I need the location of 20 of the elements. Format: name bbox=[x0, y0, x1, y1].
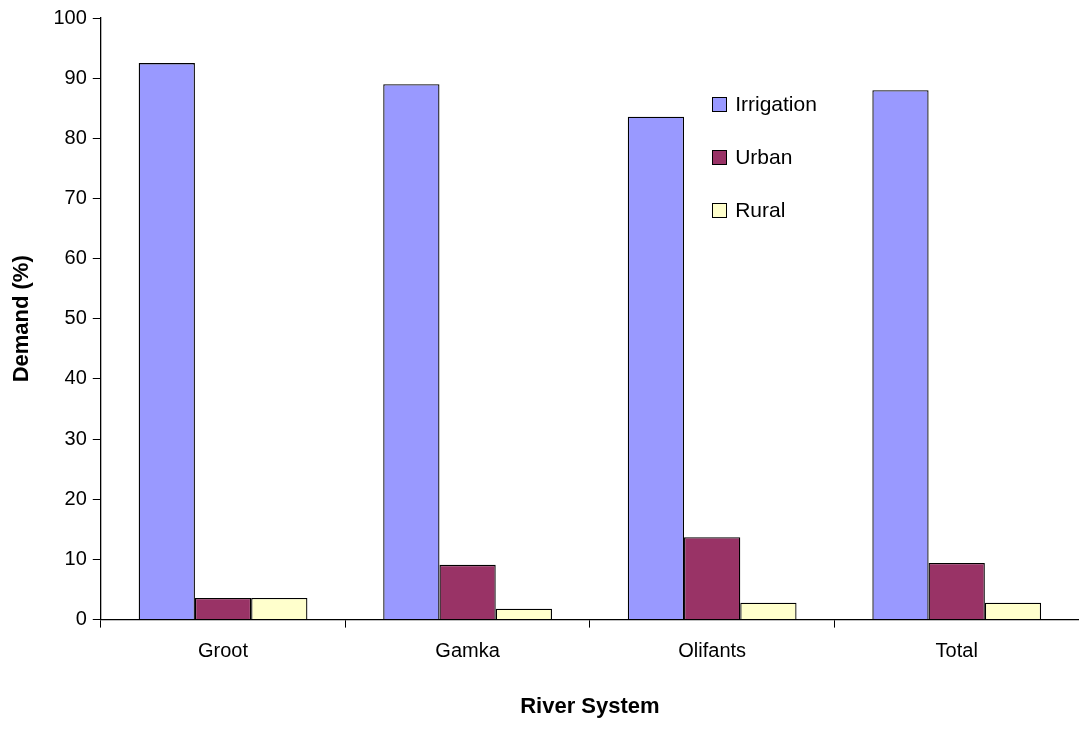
legend-label: Urban bbox=[735, 145, 793, 169]
y-tick-label: 40 bbox=[64, 366, 87, 389]
legend-label: Irrigation bbox=[735, 92, 817, 116]
y-tick-label: 0 bbox=[75, 607, 87, 630]
y-tick-label: 20 bbox=[64, 486, 87, 509]
y-tick-label: 30 bbox=[64, 426, 87, 449]
y-tick-label: 90 bbox=[64, 65, 87, 88]
y-tick-label: 80 bbox=[64, 125, 87, 148]
x-tick-label: Gamka bbox=[435, 639, 501, 662]
y-tick-label: 70 bbox=[64, 186, 87, 208]
x-tick-label: Olifants bbox=[678, 639, 747, 662]
legend-label: Rural bbox=[735, 198, 786, 222]
y-axis-title: Demand (%) bbox=[8, 255, 34, 383]
x-tick-label: Total bbox=[935, 639, 978, 662]
y-tick-label: 50 bbox=[64, 306, 87, 329]
y-tick-label: 10 bbox=[64, 546, 87, 569]
x-tick-label: Groot bbox=[198, 639, 249, 662]
x-axis-title: River System bbox=[520, 692, 660, 718]
y-tick-label: 100 bbox=[53, 5, 87, 28]
y-tick-label: 60 bbox=[64, 246, 87, 269]
